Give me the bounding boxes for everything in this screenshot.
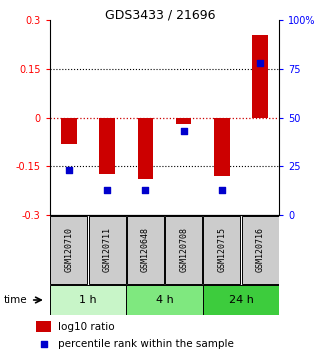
Bar: [176, 118, 191, 124]
Text: 24 h: 24 h: [229, 295, 254, 305]
Text: GSM120710: GSM120710: [65, 228, 74, 273]
Point: [143, 187, 148, 193]
Bar: [100, 118, 115, 175]
Point: [257, 60, 263, 66]
Point: [41, 342, 46, 347]
Bar: [126, 285, 203, 315]
Text: log10 ratio: log10 ratio: [58, 322, 115, 332]
Bar: [89, 216, 126, 284]
Bar: [242, 216, 279, 284]
Bar: [50, 216, 87, 284]
Point: [219, 187, 224, 193]
Bar: [138, 118, 153, 179]
Text: GDS3433 / 21696: GDS3433 / 21696: [105, 9, 216, 22]
Text: GSM120715: GSM120715: [217, 228, 226, 273]
Text: time: time: [3, 295, 27, 305]
Bar: [165, 216, 202, 284]
Bar: [61, 118, 76, 143]
Text: GSM120648: GSM120648: [141, 228, 150, 273]
Point: [105, 187, 110, 193]
Text: percentile rank within the sample: percentile rank within the sample: [58, 339, 234, 349]
Bar: [36, 321, 51, 332]
Point: [181, 128, 186, 134]
Text: GSM120716: GSM120716: [256, 228, 265, 273]
Text: GSM120711: GSM120711: [103, 228, 112, 273]
Bar: [127, 216, 164, 284]
Text: GSM120708: GSM120708: [179, 228, 188, 273]
Bar: [203, 285, 279, 315]
Text: 4 h: 4 h: [156, 295, 173, 305]
Bar: [253, 35, 268, 118]
Point: [66, 167, 72, 173]
Bar: [214, 118, 230, 176]
Bar: [203, 216, 240, 284]
Bar: [50, 285, 126, 315]
Text: 1 h: 1 h: [79, 295, 97, 305]
